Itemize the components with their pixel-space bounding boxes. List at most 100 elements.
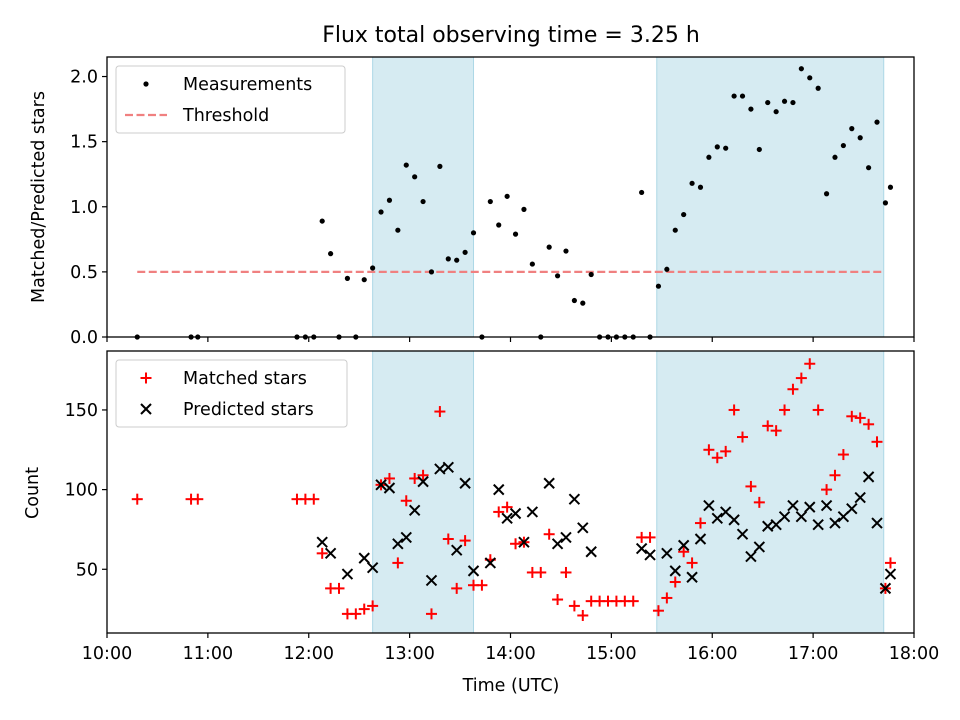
data-point [781, 98, 788, 104]
x-tick-label: 17:00 [788, 644, 838, 664]
data-point [697, 184, 704, 190]
y-tick-label: 1.0 [70, 198, 98, 218]
shaded-interval [656, 350, 885, 634]
data-point [779, 404, 791, 416]
data-point [400, 495, 412, 507]
data-point [787, 383, 799, 395]
data-point [403, 162, 409, 168]
data-point [526, 506, 539, 518]
data-point [846, 410, 858, 422]
data-point [470, 230, 477, 236]
data-point [568, 493, 581, 505]
y-tick-label: 50 [76, 560, 98, 580]
data-point [383, 482, 396, 494]
data-point [854, 412, 866, 424]
top-panel: 0.0 0.5 1.0 1.5 2.0 Measurements Threshold [70, 56, 915, 348]
data-point [711, 512, 724, 524]
data-point [728, 404, 740, 416]
y-tick-label: 0.5 [70, 263, 98, 283]
data-point [319, 218, 325, 224]
data-point [476, 579, 488, 591]
shaded-interval [656, 56, 885, 338]
data-point [644, 549, 656, 561]
data-point [518, 536, 530, 548]
data-point [795, 372, 807, 384]
data-point [770, 425, 782, 437]
data-point [837, 449, 849, 461]
data-point [361, 277, 367, 283]
data-point [804, 501, 816, 513]
data-point [535, 566, 547, 578]
data-point [884, 557, 896, 569]
data-point [664, 266, 670, 272]
data-point [790, 99, 796, 106]
data-point [308, 493, 320, 505]
data-point [504, 193, 510, 199]
data-point [884, 568, 897, 580]
data-point [546, 244, 552, 250]
data-point [358, 552, 370, 564]
data-point [866, 165, 872, 171]
data-point [815, 85, 821, 91]
data-point [417, 469, 429, 481]
data-point [344, 275, 351, 281]
data-point [714, 144, 720, 150]
data-point [669, 576, 681, 588]
data-point [459, 535, 471, 547]
data-point [773, 109, 779, 115]
data-point [493, 483, 505, 496]
data-point [655, 283, 662, 289]
data-point [703, 444, 715, 456]
data-point [560, 566, 572, 578]
y-tick-label: 100 [65, 481, 98, 501]
data-point [787, 499, 799, 512]
data-point [484, 557, 497, 569]
data-point [462, 249, 468, 255]
data-point [728, 514, 740, 526]
data-point [745, 550, 757, 563]
data-point [863, 418, 875, 430]
data-point [661, 592, 673, 604]
data-point [765, 99, 771, 106]
data-point [568, 600, 580, 612]
legend-label: Predicted stars [183, 400, 314, 420]
data-point [358, 603, 370, 615]
data-point [706, 154, 712, 160]
data-point [445, 256, 451, 262]
data-point [560, 531, 572, 544]
data-point [551, 538, 564, 550]
data-point [661, 547, 673, 560]
data-point [823, 191, 830, 197]
x-tick-label: 10:00 [82, 644, 132, 664]
data-point [748, 106, 754, 112]
data-point [829, 469, 841, 481]
data-point [736, 528, 749, 540]
data-point [501, 501, 513, 513]
data-point [386, 197, 393, 203]
data-point [509, 507, 522, 520]
data-point [392, 557, 404, 569]
data-point [417, 475, 429, 488]
legend-item: Measurements [143, 75, 312, 95]
data-point [737, 431, 749, 443]
data-point [328, 251, 334, 257]
bottom-panel: 50 100 150 10:00 11:00 12:00 13:00 14:00 15:00 16… [65, 350, 939, 664]
data-point [434, 406, 446, 418]
data-point [798, 66, 804, 72]
data-point [731, 93, 737, 99]
data-point [689, 180, 695, 186]
legend-item: Threshold [125, 106, 269, 126]
data-point [378, 209, 384, 215]
data-point [554, 273, 561, 279]
data-point [807, 75, 813, 81]
data-point [552, 594, 564, 606]
data-point [849, 126, 855, 132]
y-tick-label: 0.0 [70, 328, 98, 348]
data-point [762, 420, 774, 432]
legend-label: Threshold [182, 106, 269, 126]
data-point [753, 541, 766, 553]
x-tick-label: 18:00 [889, 644, 939, 664]
data-point [425, 608, 437, 620]
data-point [370, 265, 376, 271]
data-point [669, 565, 681, 577]
